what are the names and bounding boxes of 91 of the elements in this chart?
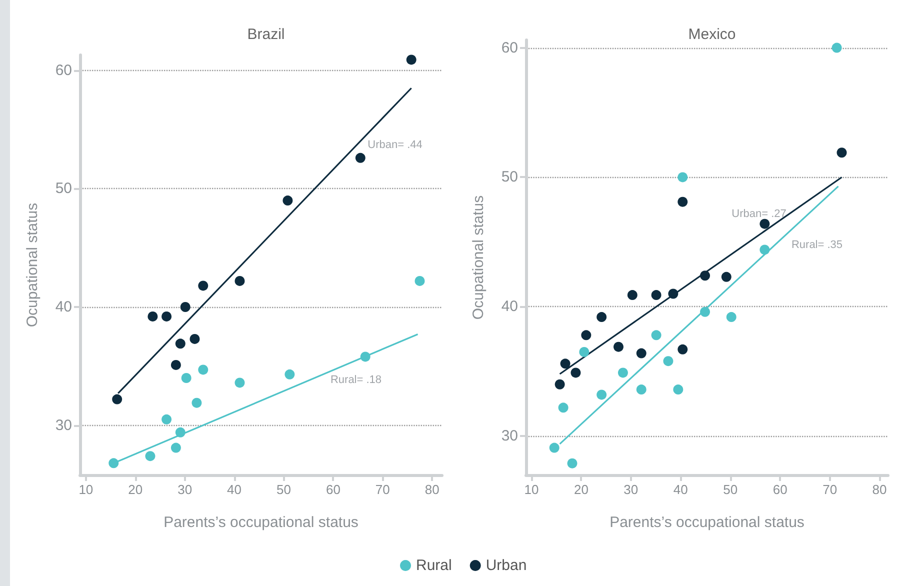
x-tick-label: 50 bbox=[723, 482, 738, 497]
point bbox=[651, 290, 662, 300]
point bbox=[549, 442, 560, 453]
point bbox=[360, 352, 370, 362]
point bbox=[406, 54, 416, 65]
point bbox=[663, 356, 674, 366]
point bbox=[148, 311, 158, 322]
y-tick-label: 50 bbox=[501, 168, 518, 186]
point bbox=[355, 152, 366, 163]
point bbox=[180, 302, 190, 312]
y-axis-title: Ocupational status bbox=[470, 195, 487, 320]
x-axis-title: Parents’s occupational status bbox=[610, 514, 804, 531]
y-tick-label: 60 bbox=[501, 39, 518, 56]
legend-label: Urban bbox=[486, 557, 527, 574]
legend-label: Rural bbox=[416, 557, 452, 574]
point bbox=[596, 390, 607, 400]
point bbox=[678, 196, 688, 207]
point bbox=[162, 414, 172, 424]
point bbox=[678, 172, 688, 182]
x-tick-label: 20 bbox=[574, 482, 588, 497]
point bbox=[234, 276, 245, 286]
point bbox=[651, 330, 662, 340]
point bbox=[112, 394, 122, 404]
point bbox=[700, 270, 710, 281]
point bbox=[414, 276, 425, 286]
x-tick-label: 10 bbox=[524, 482, 539, 497]
x-tick-label: 80 bbox=[872, 482, 887, 497]
point bbox=[567, 458, 578, 468]
point bbox=[570, 368, 581, 378]
chart-title: Mexico bbox=[688, 26, 736, 43]
y-tick-label: 30 bbox=[55, 416, 72, 434]
point bbox=[181, 372, 192, 383]
point bbox=[558, 402, 568, 413]
point bbox=[721, 272, 732, 282]
point bbox=[618, 368, 628, 378]
x-tick-label: 60 bbox=[326, 482, 340, 497]
point bbox=[145, 451, 156, 462]
point bbox=[832, 42, 842, 53]
y-tick-label: 40 bbox=[55, 298, 72, 316]
point bbox=[175, 427, 186, 438]
point bbox=[192, 398, 202, 408]
point bbox=[560, 358, 570, 369]
point bbox=[636, 348, 646, 358]
point bbox=[581, 330, 592, 340]
point bbox=[673, 384, 684, 395]
y-tick-label: 50 bbox=[55, 180, 72, 198]
x-tick-label: 60 bbox=[772, 482, 788, 497]
x-tick-label: 70 bbox=[375, 482, 390, 497]
x-axis-title: Parents’s occupational status bbox=[164, 514, 358, 531]
point bbox=[198, 280, 208, 291]
point bbox=[282, 196, 293, 206]
x-tick-label: 80 bbox=[424, 482, 440, 497]
point bbox=[668, 288, 678, 299]
point bbox=[554, 379, 565, 390]
annotation: Urban= .44 bbox=[368, 139, 422, 151]
point bbox=[175, 338, 186, 349]
x-tick-label: 30 bbox=[624, 482, 638, 497]
y-axis-title: Ocupational status bbox=[24, 202, 41, 328]
point bbox=[190, 334, 200, 344]
x-tick-label: 20 bbox=[128, 482, 143, 497]
y-tick-label: 30 bbox=[501, 428, 518, 445]
annotation: Rural= .35 bbox=[791, 239, 843, 251]
point bbox=[836, 148, 847, 158]
point bbox=[726, 312, 736, 322]
point bbox=[636, 384, 646, 395]
point bbox=[284, 369, 295, 380]
x-tick-label: 10 bbox=[78, 482, 94, 497]
point bbox=[678, 344, 688, 354]
point bbox=[596, 312, 607, 322]
annotation: Urban= .27 bbox=[732, 208, 786, 220]
annotation: Rural= .18 bbox=[330, 374, 382, 386]
x-tick-label: 40 bbox=[227, 482, 242, 497]
x-tick-label: 30 bbox=[178, 482, 192, 497]
point bbox=[760, 218, 770, 229]
point bbox=[760, 244, 770, 255]
x-tick-label: 50 bbox=[276, 482, 291, 497]
point bbox=[108, 458, 119, 468]
point bbox=[234, 378, 245, 388]
point bbox=[614, 342, 624, 352]
y-tick-label: 40 bbox=[501, 298, 518, 316]
y-tick-label: 60 bbox=[55, 62, 72, 79]
point bbox=[627, 290, 638, 300]
point bbox=[700, 306, 710, 317]
point bbox=[579, 347, 590, 358]
point bbox=[198, 364, 208, 375]
x-tick-label: 70 bbox=[822, 482, 838, 497]
point bbox=[170, 360, 181, 370]
point bbox=[170, 442, 181, 453]
chart-title: Brazil bbox=[247, 26, 285, 43]
x-tick-label: 40 bbox=[673, 482, 688, 497]
point bbox=[162, 311, 172, 322]
